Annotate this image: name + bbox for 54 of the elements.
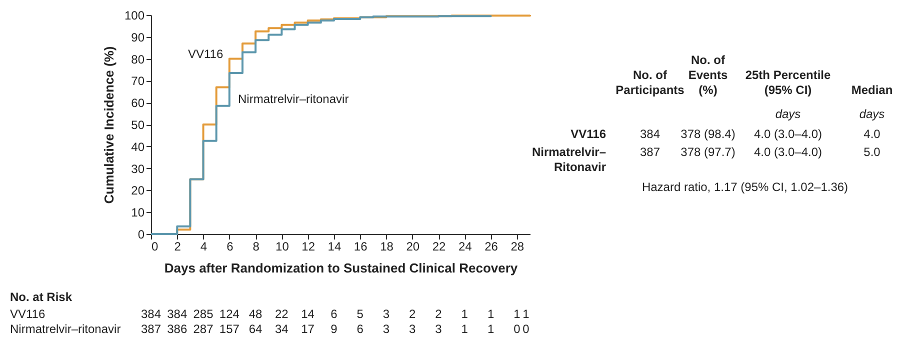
text: 384 285 124 48 22 14 6 5 3 2 2 1 1 1 1 <box>167 307 530 321</box>
text: 25th Percentile (95% CI) <box>745 68 831 97</box>
y-tick-label: 70 <box>131 74 145 88</box>
y-tick-label: 20 <box>131 184 145 198</box>
x-tick-label: 10 <box>276 240 290 254</box>
y-tick-label: 100 <box>124 8 145 22</box>
x-tick-label: 22 <box>432 240 446 254</box>
text: 4.0 <box>864 127 880 141</box>
x-tick-label: 4 <box>200 240 208 254</box>
text: No. of Events (%) <box>688 53 728 97</box>
series-label: VV116 <box>188 47 224 62</box>
x-tick-label: 18 <box>380 240 394 254</box>
text: VV116 <box>570 127 606 142</box>
text: 378 (97.7) <box>680 145 736 159</box>
text: 387 <box>140 322 162 336</box>
text: 384 <box>140 307 162 321</box>
text: Nirmatrelvir– Ritonavir <box>532 145 606 175</box>
x-tick-label: 26 <box>484 240 498 254</box>
y-tick-label: 10 <box>131 206 145 220</box>
x-tick-label: 12 <box>302 240 316 254</box>
x-axis-title: Days after Randomization to Sustained Clinical Recovery <box>164 260 518 276</box>
text: No. at Risk <box>10 290 72 305</box>
x-tick-label: 14 <box>328 240 342 254</box>
y-tick-label: 50 <box>131 118 145 132</box>
x-tick-label: 0 <box>152 240 158 254</box>
text: days <box>775 107 801 121</box>
y-tick-label: 0 <box>138 228 145 242</box>
x-tick-label: 24 <box>458 240 472 254</box>
x-tick-label: 28 <box>510 240 524 254</box>
y-tick-label: 30 <box>131 162 145 176</box>
text: 4.0 (3.0–4.0) <box>754 127 822 141</box>
y-tick-label: 40 <box>131 140 145 154</box>
text: VV116 <box>10 307 46 322</box>
x-tick-label: 6 <box>226 240 234 254</box>
text: Median <box>851 83 893 97</box>
text: days <box>859 107 885 121</box>
text: Nirmatrelvir–ritonavir <box>10 322 121 337</box>
text: No. of Participants <box>616 68 684 97</box>
y-tick-label: 80 <box>131 52 145 66</box>
y-axis-title: Cumulative Incidence (%) <box>101 46 116 204</box>
y-tick-label: 60 <box>131 96 145 110</box>
x-tick-label: 16 <box>354 240 368 254</box>
y-tick-label: 90 <box>131 30 145 44</box>
text: Hazard ratio, 1.17 (95% CI, 1.02–1.36) <box>640 180 850 195</box>
x-tick-label: 2 <box>174 240 182 254</box>
text: 5.0 <box>864 145 880 159</box>
text: 387 <box>640 145 660 159</box>
x-tick-label: 8 <box>252 240 260 254</box>
text: 386 287 157 64 34 17 9 6 3 3 3 1 1 0 0 <box>167 322 530 336</box>
series-label: Nirmatrelvir–ritonavir <box>238 92 349 107</box>
text: 384 <box>640 127 660 141</box>
text: 4.0 (3.0–4.0) <box>754 145 822 159</box>
text: 378 (98.4) <box>680 127 736 141</box>
x-tick-label: 20 <box>406 240 420 254</box>
